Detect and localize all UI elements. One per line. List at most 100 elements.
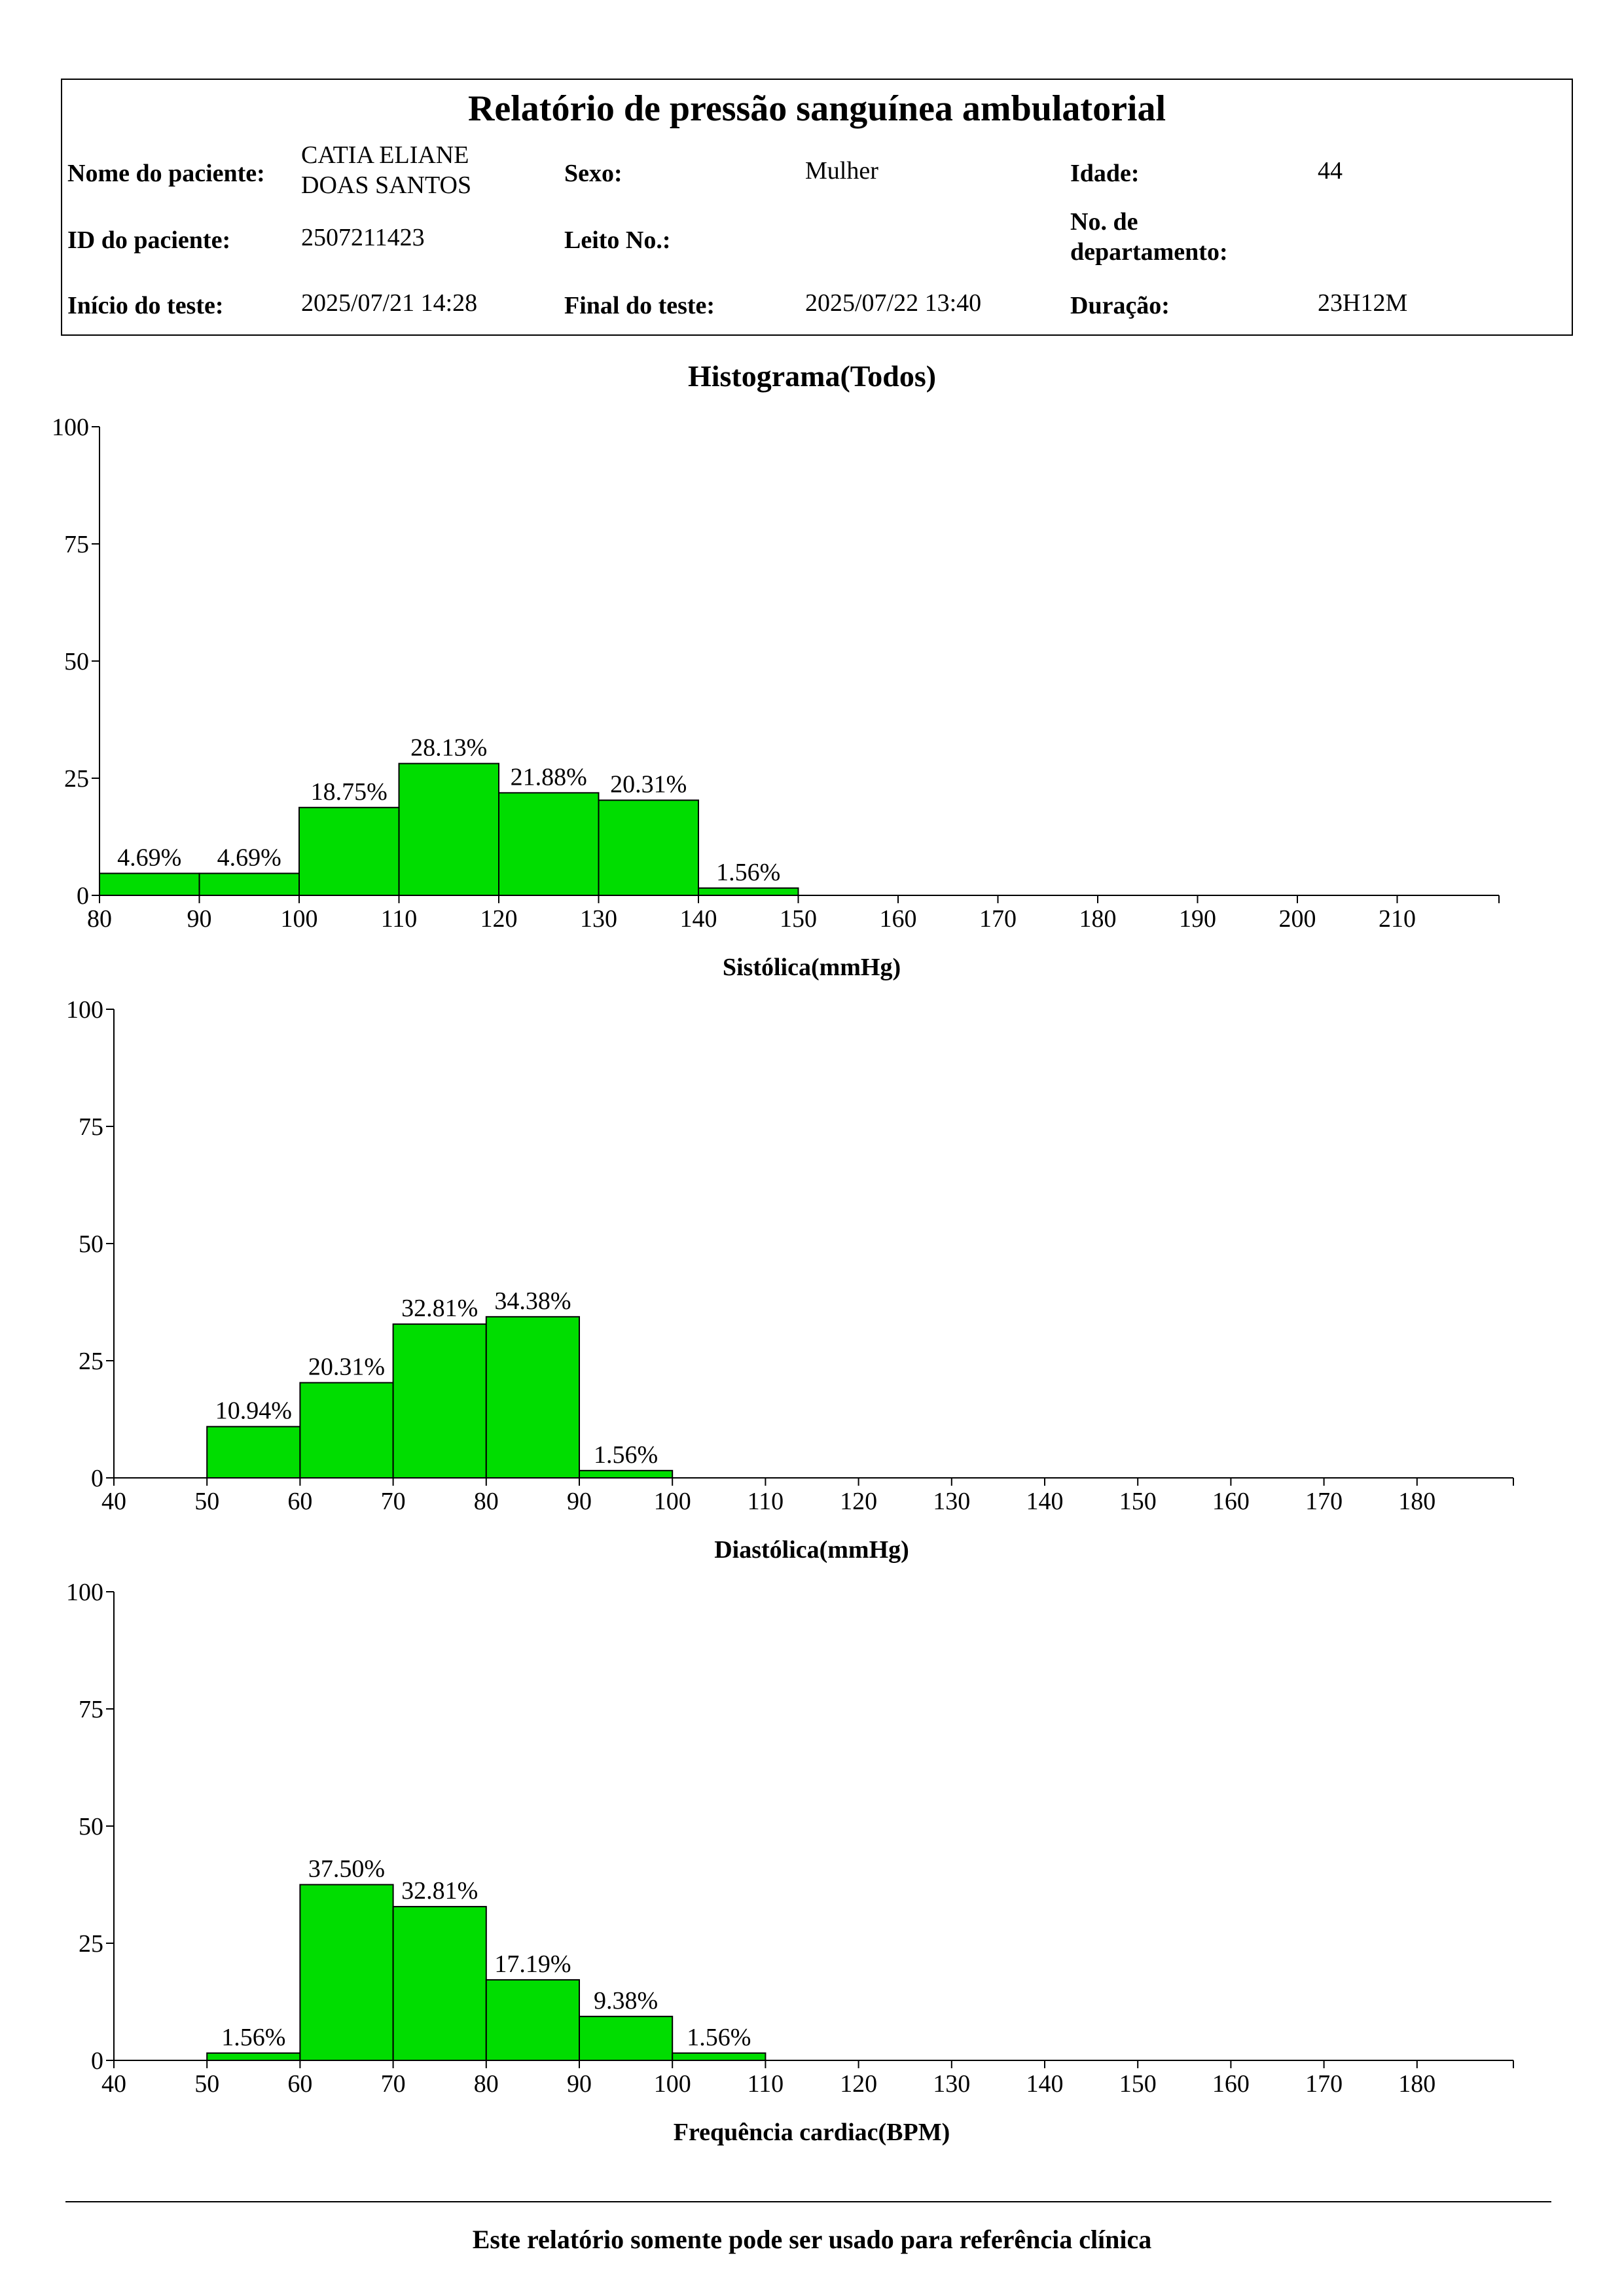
patient-name-line1: CATIA ELIANE — [301, 141, 469, 169]
test-start-label: Início do teste: — [67, 292, 224, 319]
patient-name-line2: DOAS SANTOS — [301, 171, 472, 199]
diastolic-bar-2 — [392, 1323, 487, 1479]
systolic-y-tick-label-2: 50 — [64, 648, 89, 675]
systolic-x-tick-label-9: 170 — [979, 905, 1017, 933]
diastolic-y-tick-label-2: 50 — [79, 1230, 103, 1258]
diastolic-bar-0 — [206, 1426, 301, 1479]
heart-rate-x-tick-label-4: 80 — [474, 2070, 499, 2098]
systolic-bar-label-3: 28.13% — [410, 734, 487, 762]
heart-rate-bar-label-4: 9.38% — [594, 1987, 658, 2015]
diastolic-x-tick-label-1: 50 — [194, 1488, 219, 1515]
diastolic-bar-label-0: 10.94% — [215, 1397, 292, 1425]
systolic-x-tick-label-11: 190 — [1179, 905, 1216, 933]
diastolic-x-tick-label-4: 80 — [474, 1488, 499, 1515]
systolic-x-tick-label-4: 120 — [480, 905, 518, 933]
department-label-line2: departamento: — [1070, 238, 1228, 266]
heart-rate-histogram: 1.56% 37.50% 32.81% 17.19% 9.38% 1.56% 0 25 50 75… — [66, 1579, 1514, 2146]
footer-note: Este relatório somente pode ser usado pa… — [472, 2225, 1152, 2254]
systolic-x-tick-label-8: 160 — [880, 905, 917, 933]
patient-name-label: Nome do paciente: — [67, 160, 265, 187]
test-end-label: Final do teste: — [564, 292, 715, 319]
sex-value: Mulher — [805, 157, 878, 185]
heart-rate-bar-label-3: 17.19% — [494, 1950, 571, 1978]
systolic-bar-label-1: 4.69% — [217, 844, 281, 871]
heart-rate-x-tick-label-6: 100 — [654, 2070, 691, 2098]
diastolic-bar-3 — [485, 1316, 580, 1479]
patient-id-label: ID do paciente: — [67, 226, 231, 254]
diastolic-y-tick-label-1: 25 — [79, 1348, 103, 1375]
duration-label: Duração: — [1070, 292, 1170, 319]
heart-rate-bar-5 — [672, 2052, 767, 2061]
diastolic-x-tick-label-11: 150 — [1119, 1488, 1157, 1515]
report-title: Relatório de pressão sanguínea ambulator… — [467, 88, 1166, 129]
diastolic-x-tick-label-9: 130 — [933, 1488, 970, 1515]
diastolic-x-tick-label-5: 90 — [567, 1488, 592, 1515]
systolic-bar-2 — [298, 806, 400, 896]
heart-rate-bar-1 — [299, 1884, 394, 2061]
diastolic-histogram: 10.94% 20.31% 32.81% 34.38% 1.56% 0 25 50 75 100 4… — [66, 996, 1514, 1564]
heart-rate-x-tick-label-13: 170 — [1305, 2070, 1343, 2098]
heart-rate-x-tick-label-9: 130 — [933, 2070, 970, 2098]
systolic-x-tick-label-2: 100 — [281, 905, 318, 933]
heart-rate-x-tick-label-2: 60 — [287, 2070, 312, 2098]
diastolic-y-tick-label-0: 0 — [91, 1465, 103, 1492]
systolic-y-tick-label-0: 0 — [77, 882, 89, 910]
systolic-y-tick-label-3: 75 — [64, 531, 89, 558]
patient-id-value: 2507211423 — [301, 224, 425, 251]
diastolic-bar-label-1: 20.31% — [308, 1354, 385, 1381]
systolic-x-tick-label-3: 110 — [381, 905, 418, 933]
systolic-bar-label-4: 21.88% — [511, 763, 587, 791]
systolic-y-tick-label-4: 100 — [52, 414, 89, 441]
heart-rate-bar-2 — [392, 1906, 487, 2061]
heart-rate-y-tick-label-1: 25 — [79, 1930, 103, 1958]
diastolic-x-tick-label-6: 100 — [654, 1488, 691, 1515]
diastolic-bar-label-3: 34.38% — [494, 1287, 571, 1315]
heart-rate-x-tick-label-8: 120 — [840, 2070, 877, 2098]
systolic-bar-0 — [99, 872, 200, 897]
diastolic-x-tick-label-12: 160 — [1212, 1488, 1250, 1515]
duration-value: 23H12M — [1318, 289, 1408, 317]
heart-rate-x-tick-label-14: 180 — [1398, 2070, 1435, 2098]
heart-rate-y-tick-label-0: 0 — [91, 2047, 103, 2075]
systolic-bar-label-0: 4.69% — [117, 844, 181, 871]
systolic-bar-3 — [398, 762, 499, 896]
histogram-title: Histograma(Todos) — [687, 359, 937, 393]
test-end-value: 2025/07/22 13:40 — [805, 289, 982, 317]
systolic-x-tick-label-1: 90 — [187, 905, 212, 933]
systolic-bar-4 — [498, 792, 600, 896]
diastolic-x-tick-label-14: 180 — [1398, 1488, 1435, 1515]
diastolic-bar-label-4: 1.56% — [594, 1441, 658, 1469]
systolic-bar-label-2: 18.75% — [311, 778, 388, 806]
heart-rate-x-tick-label-7: 110 — [748, 2070, 784, 2098]
diastolic-x-axis-label: Diastólica(mmHg) — [714, 1536, 909, 1564]
diastolic-bar-label-2: 32.81% — [401, 1295, 478, 1322]
diastolic-bar-4 — [579, 1469, 674, 1479]
diastolic-x-tick-label-8: 120 — [840, 1488, 877, 1515]
heart-rate-bar-label-2: 32.81% — [401, 1877, 478, 1905]
age-value: 44 — [1318, 157, 1343, 185]
heart-rate-y-tick-label-4: 100 — [66, 1579, 103, 1606]
heart-rate-y-tick-label-3: 75 — [79, 1696, 103, 1723]
heart-rate-bar-4 — [579, 2015, 674, 2061]
heart-rate-bar-label-1: 37.50% — [308, 1856, 385, 1883]
footer-divider — [65, 2201, 1551, 2202]
heart-rate-x-tick-label-5: 90 — [567, 2070, 592, 2098]
bed-label: Leito No.: — [564, 226, 671, 254]
systolic-bar-label-6: 1.56% — [716, 859, 780, 886]
systolic-x-tick-label-6: 140 — [680, 905, 717, 933]
systolic-bar-6 — [698, 887, 799, 896]
systolic-x-tick-label-10: 180 — [1079, 905, 1117, 933]
diastolic-x-tick-label-2: 60 — [287, 1488, 312, 1515]
report-header: Relatório de pressão sanguínea ambulator… — [61, 79, 1573, 336]
diastolic-x-tick-label-10: 140 — [1026, 1488, 1064, 1515]
heart-rate-y-tick-label-2: 50 — [79, 1813, 103, 1840]
test-start-value: 2025/07/21 14:28 — [301, 289, 478, 317]
systolic-y-tick-label-1: 25 — [64, 765, 89, 793]
heart-rate-x-tick-label-12: 160 — [1212, 2070, 1250, 2098]
age-label: Idade: — [1070, 160, 1140, 187]
heart-rate-bar-3 — [485, 1979, 580, 2062]
diastolic-x-tick-label-0: 40 — [101, 1488, 126, 1515]
diastolic-y-tick-label-4: 100 — [66, 996, 103, 1024]
heart-rate-bar-0 — [206, 2052, 301, 2061]
heart-rate-bar-label-0: 1.56% — [221, 2024, 285, 2051]
